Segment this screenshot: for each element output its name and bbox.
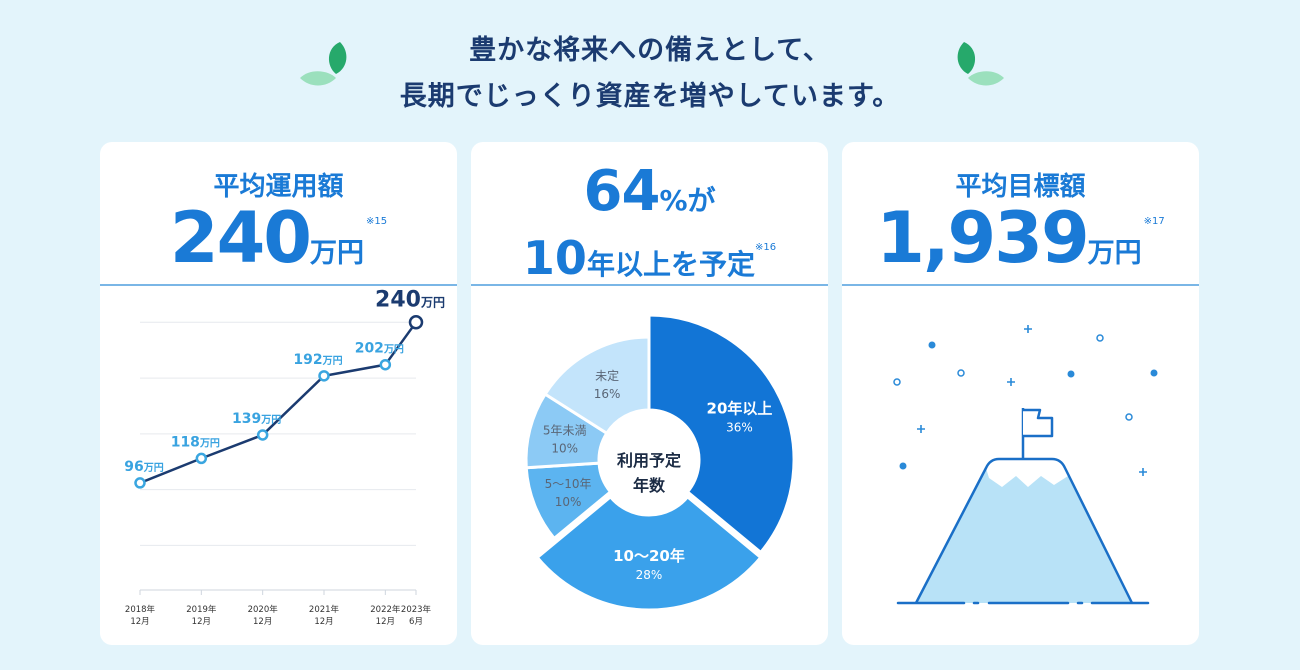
usage-period-line2: 10年以上を予定※16 — [471, 220, 828, 297]
usage-period-text: 年以上を予定 — [586, 248, 755, 281]
average-target-value: 1,939 — [876, 197, 1089, 279]
donut-center-line2: 年数 — [633, 476, 666, 495]
average-amount-label: 平均運用額 — [213, 172, 344, 202]
data-label: 118万円 — [171, 434, 220, 450]
sparkle-crosses — [917, 325, 1147, 476]
data-point — [318, 370, 330, 382]
x-tick-label: 2023年 — [401, 604, 432, 615]
donut-chart: 20年以上 36% 10～20年 28% 5～10年 10% 5年未満 10% 未定 16% 利用予… — [524, 313, 796, 612]
pie-slice — [647, 313, 796, 554]
data-label: 240万円 — [375, 287, 445, 312]
slice-percent: 16% — [594, 387, 621, 401]
average-target-unit: 万円 — [1087, 238, 1142, 269]
data-point — [195, 452, 208, 465]
mountain-flag-icon — [893, 325, 1158, 605]
x-tick-label: 12月 — [314, 617, 333, 627]
data-point — [408, 315, 424, 330]
slice-label: 未定 — [595, 368, 619, 383]
line-chart-area: 2018年 12月 2019年 12月 2020年 12月 2021年 12月 2022年 12月… — [100, 286, 457, 645]
donut-hole — [601, 412, 697, 508]
slice-label: 10～20年 — [613, 547, 685, 565]
donut-chart-area: 20年以上 36% 10～20年 28% 5～10年 10% 5年未満 10% 未定 16% 利用予… — [471, 286, 828, 645]
slice-label: 5年未満 — [543, 423, 587, 437]
usage-period-card: 64%が 10年以上を予定※16 20年以上 36% 10～20年 28% 5～10年 1… — [471, 142, 828, 645]
sparkle-dots — [899, 341, 1158, 470]
data-label: 139万円 — [232, 411, 281, 427]
headline-line2: 長期でじっくり資産を増やしています。 — [399, 81, 901, 112]
data-point — [134, 477, 146, 489]
mountain-illustration — [842, 286, 1199, 645]
x-tick-label: 2022年 — [370, 604, 401, 615]
average-target-value-row: 1,939万円※17 — [842, 198, 1199, 278]
data-label: 96万円 — [124, 459, 163, 475]
pie-slice — [543, 335, 651, 435]
average-amount-note: ※15 — [366, 216, 388, 227]
average-amount-value-row: 240万円※15 — [100, 198, 457, 278]
x-tick-label: 12月 — [253, 617, 272, 627]
slice-label: 20年以上 — [707, 399, 773, 417]
usage-period-years: 10 — [522, 231, 587, 285]
data-point — [379, 358, 392, 371]
slice-label: 5～10年 — [545, 477, 592, 491]
usage-period-header: 64%が 10年以上を予定※16 — [471, 142, 828, 286]
slice-percent: 10% — [551, 441, 578, 455]
average-amount-value: 240 — [169, 197, 312, 279]
average-amount-header: 平均運用額 240万円※15 — [100, 142, 457, 286]
data-label: 192万円 — [293, 352, 342, 368]
data-label: 202万円 — [355, 341, 404, 357]
average-target-note: ※17 — [1143, 216, 1165, 227]
average-target-header: 平均目標額 1,939万円※17 — [842, 142, 1199, 286]
slice-percent: 10% — [555, 495, 582, 509]
data-point — [256, 429, 269, 441]
x-tick-label: 12月 — [130, 617, 149, 627]
x-tick-label: 2020年 — [248, 604, 279, 615]
usage-period-note: ※16 — [754, 242, 777, 253]
slice-percent: 36% — [726, 420, 753, 434]
pie-slice — [535, 495, 763, 612]
x-tick-label: 12月 — [376, 617, 395, 627]
x-tick-label: 6月 — [409, 617, 423, 627]
usage-period-percent-suffix: %が — [659, 184, 716, 217]
headline: 豊かな将来への備えとして、 長期でじっくり資産を増やしています。 — [0, 28, 1300, 120]
x-tick-label: 12月 — [192, 617, 211, 627]
x-tick-label: 2019年 — [186, 604, 217, 615]
average-amount-card: 平均運用額 240万円※15 2018年 12月 2019年 12月 2020年 12月 2… — [100, 142, 457, 645]
leaf-icon — [300, 42, 347, 86]
x-tick-label: 2018年 — [125, 604, 156, 615]
usage-period-percent: 64 — [583, 159, 661, 224]
line-chart: 2018年 12月 2019年 12月 2020年 12月 2021年 12月 2022年 12月… — [124, 287, 445, 627]
average-amount-unit: 万円 — [310, 238, 364, 269]
average-target-card: 平均目標額 1,939万円※17 — [842, 142, 1199, 645]
headline-line1: 豊かな将来への備えとして、 — [469, 35, 831, 66]
series-line — [139, 321, 418, 485]
leaf-icon — [957, 42, 1004, 86]
usage-period-line1: 64%が — [471, 162, 828, 235]
average-target-label: 平均目標額 — [955, 172, 1086, 202]
slice-percent: 28% — [636, 568, 663, 582]
donut-center-line1: 利用予定 — [617, 451, 681, 470]
x-tick-label: 2021年 — [309, 604, 340, 615]
